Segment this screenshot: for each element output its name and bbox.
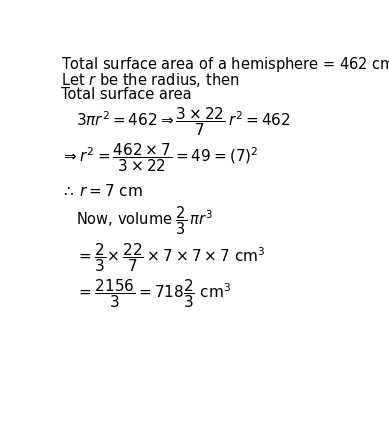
Text: Total surface area: Total surface area (61, 87, 191, 102)
Text: Let $r$ be the radius, then: Let $r$ be the radius, then (61, 71, 239, 89)
Text: $\therefore\, r = 7$ cm: $\therefore\, r = 7$ cm (61, 183, 142, 198)
Text: Now, volume $\dfrac{2}{3}\, \pi r^3$: Now, volume $\dfrac{2}{3}\, \pi r^3$ (76, 204, 212, 237)
Text: $= \dfrac{2156}{3} = 718\dfrac{2}{3}$ cm$^3$: $= \dfrac{2156}{3} = 718\dfrac{2}{3}$ cm… (76, 278, 231, 310)
Text: $3\pi r^2 = 462 \Rightarrow \dfrac{3 \times 22}{7}\, r^2 = 462$: $3\pi r^2 = 462 \Rightarrow \dfrac{3 \ti… (76, 106, 291, 139)
Text: $= \dfrac{2}{3}\!\times \dfrac{22}{7} \times 7 \times 7 \times 7$ cm$^3$: $= \dfrac{2}{3}\!\times \dfrac{22}{7} \t… (76, 241, 265, 273)
Text: Total surface area of a hemisphere = 462 cm$^2$: Total surface area of a hemisphere = 462… (61, 53, 389, 75)
Text: $\Rightarrow r^2 = \dfrac{462 \times 7}{3 \times 22} = 49 = (7)^2$: $\Rightarrow r^2 = \dfrac{462 \times 7}{… (61, 142, 258, 174)
